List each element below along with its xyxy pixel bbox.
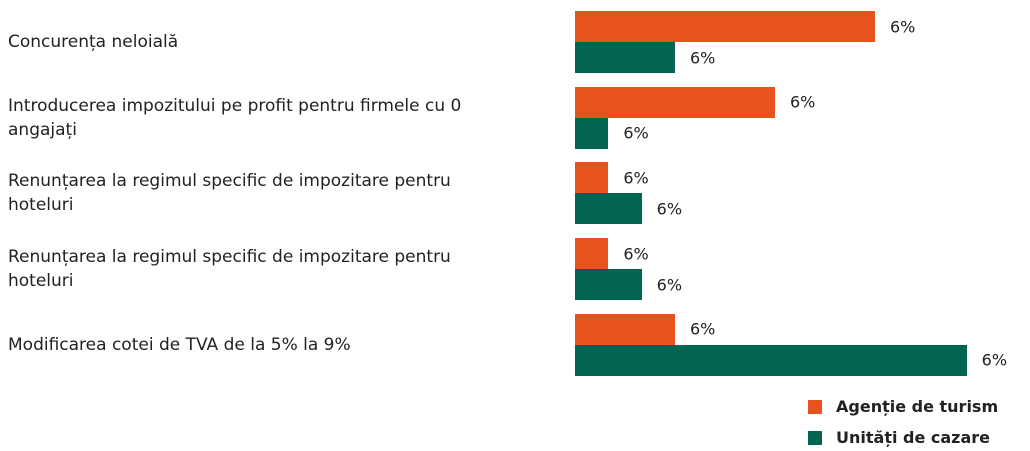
value-label: 6% (981, 350, 1008, 370)
category-label: Renunțarea la regimul specific de impozi… (8, 247, 451, 292)
value-label: 6% (623, 244, 649, 264)
value-label: 6% (790, 92, 816, 112)
legend-label: Unități de cazare (836, 428, 991, 447)
bar (575, 117, 609, 149)
legend-label: Agenție de turism (836, 397, 999, 416)
legend-swatch (808, 430, 822, 445)
value-label: 6% (623, 168, 649, 188)
bar (575, 344, 967, 376)
value-label: 6% (656, 275, 683, 295)
value-label: 6% (890, 17, 916, 36)
value-label: 6% (690, 48, 716, 67)
category-label: Renunțarea la regimul specific de impozi… (8, 171, 451, 216)
bar (575, 193, 642, 225)
bar (575, 162, 609, 194)
bar (575, 42, 675, 73)
value-label: 6% (690, 319, 716, 339)
category-label: Concurența neloială (8, 32, 179, 52)
bar (575, 269, 642, 301)
value-label: 6% (656, 199, 683, 219)
value-label: 6% (623, 123, 649, 143)
category-label: Modificarea cotei de TVA de la 5% la 9% (8, 334, 351, 355)
category-label: Introducerea impozitului pe profit pentr… (8, 95, 462, 140)
bar (575, 86, 775, 118)
bar (575, 11, 875, 42)
legend-item: Unități de cazare (808, 428, 990, 447)
legend-item: Agenție de turism (808, 397, 998, 416)
legend-swatch (808, 399, 822, 414)
bar (575, 238, 609, 270)
bar (575, 313, 675, 345)
